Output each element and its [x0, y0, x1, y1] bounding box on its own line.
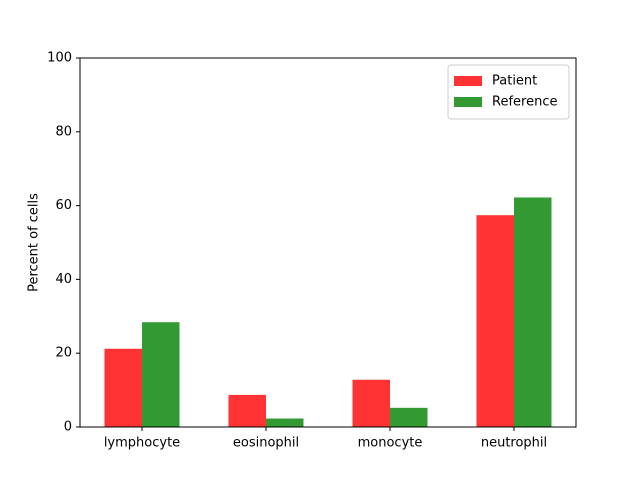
legend-label-patient: Patient — [492, 74, 537, 89]
y-tick-label: 100 — [47, 51, 72, 66]
y-tick-label: 0 — [64, 420, 72, 435]
bar-patient-monocyte — [352, 379, 390, 427]
y-axis-ticks: 0 20 40 60 80 100 — [47, 51, 80, 435]
bar-patient-lymphocyte — [104, 348, 142, 427]
x-tick-label: eosinophil — [233, 436, 299, 451]
x-tick-label: monocyte — [358, 436, 423, 451]
bars-group — [104, 197, 552, 427]
x-tick-label: neutrophil — [481, 436, 547, 451]
x-tick-label: lymphocyte — [104, 436, 180, 451]
x-axis-ticks: lymphocyte eosinophil monocyte neutrophil — [104, 427, 547, 451]
bar-reference-neutrophil — [514, 197, 552, 427]
y-tick-label: 80 — [55, 124, 72, 139]
y-tick-label: 60 — [55, 198, 72, 213]
legend-swatch-reference — [454, 97, 482, 107]
legend-label-reference: Reference — [492, 95, 557, 110]
y-axis-label: Percent of cells — [27, 193, 42, 292]
legend-swatch-patient — [454, 76, 482, 86]
bar-reference-lymphocyte — [142, 322, 180, 427]
y-tick-label: 40 — [55, 272, 72, 287]
bar-reference-monocyte — [390, 407, 428, 427]
plot-frame — [79, 57, 577, 428]
y-tick-label: 20 — [55, 346, 72, 361]
bar-patient-eosinophil — [228, 394, 266, 427]
bar-patient-neutrophil — [476, 215, 514, 427]
bar-reference-eosinophil — [266, 418, 304, 427]
legend: Patient Reference — [447, 64, 570, 120]
